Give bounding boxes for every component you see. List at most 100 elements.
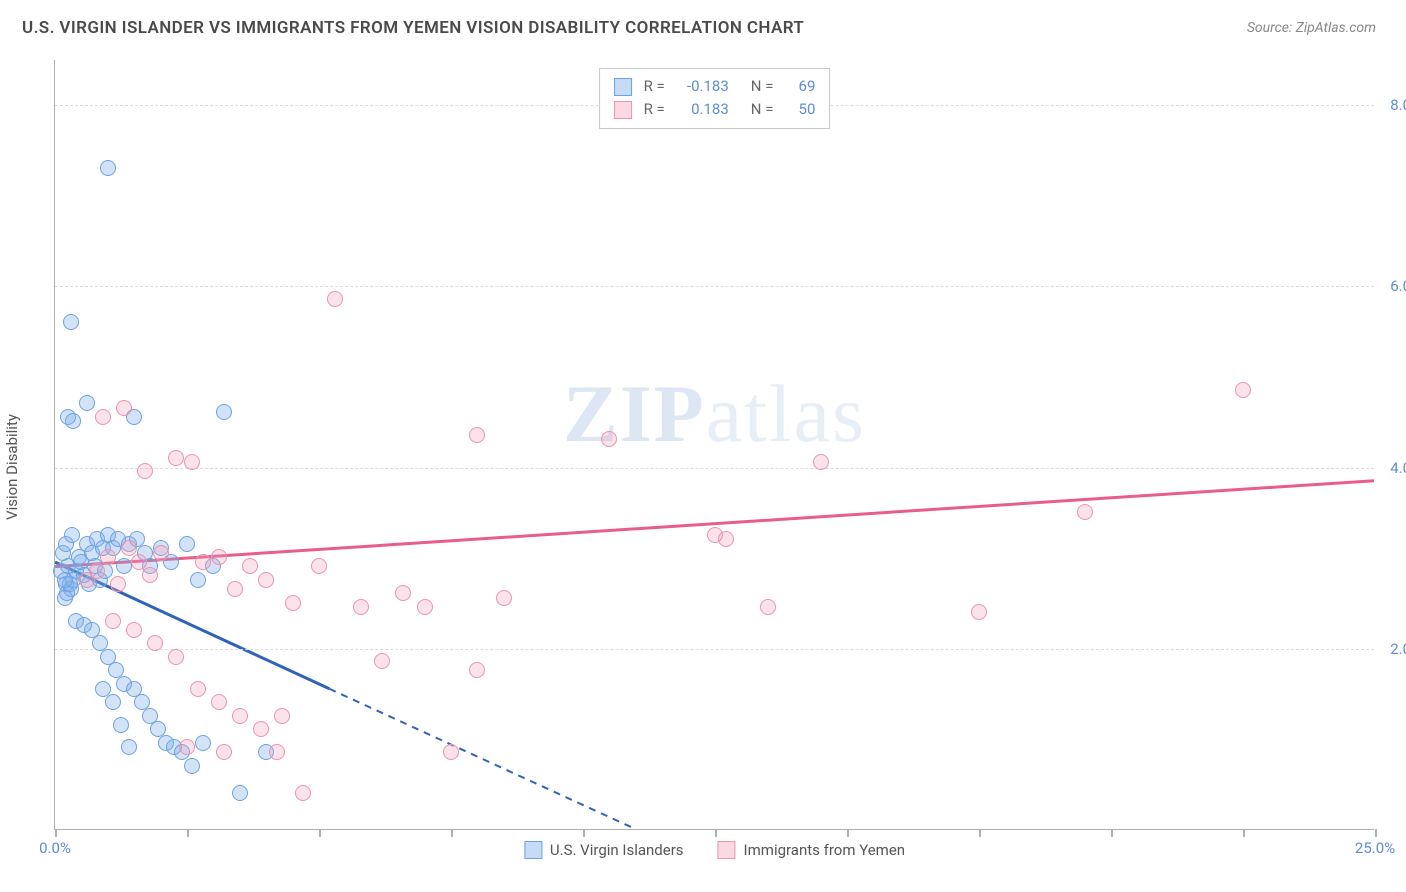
- data-point: [105, 613, 121, 629]
- data-point: [469, 662, 485, 678]
- trend-lines: [55, 60, 1374, 829]
- legend-item: U.S. Virgin Islanders: [524, 841, 684, 859]
- y-tick-label: 2.0%: [1390, 640, 1406, 658]
- data-point: [601, 431, 617, 447]
- legend-label: U.S. Virgin Islanders: [550, 841, 684, 859]
- x-tick: [979, 829, 981, 837]
- stat-row: R = 0.183 N = 50: [614, 98, 816, 121]
- plot-area: ZIPatlas R =-0.183N =69R =0.183N =50 U.S…: [54, 60, 1374, 830]
- data-point: [142, 567, 158, 583]
- stats-legend: R =-0.183N =69R =0.183N =50: [599, 68, 831, 129]
- data-point: [353, 599, 369, 615]
- data-point: [285, 595, 301, 611]
- legend-item: Immigrants from Yemen: [718, 841, 906, 859]
- data-point: [116, 400, 132, 416]
- chart-header: U.S. VIRGIN ISLANDER VS IMMIGRANTS FROM …: [0, 0, 1406, 50]
- data-point: [79, 395, 95, 411]
- data-point: [190, 681, 206, 697]
- data-point: [417, 599, 433, 615]
- data-point: [374, 653, 390, 669]
- legend-swatch: [718, 841, 736, 859]
- legend-swatch: [614, 101, 632, 119]
- r-label: R =: [644, 98, 665, 121]
- x-tick: [187, 829, 189, 837]
- data-point: [131, 554, 147, 570]
- data-point: [105, 694, 121, 710]
- x-tick-label: 0.0%: [39, 839, 71, 857]
- data-point: [216, 744, 232, 760]
- data-point: [137, 463, 153, 479]
- data-point: [57, 572, 73, 588]
- r-value: 0.183: [677, 98, 729, 121]
- series-legend: U.S. Virgin Islanders Immigrants from Yem…: [524, 841, 905, 859]
- data-point: [116, 558, 132, 574]
- n-value: 50: [785, 98, 815, 121]
- data-point: [232, 708, 248, 724]
- x-tick: [1243, 829, 1245, 837]
- data-point: [274, 708, 290, 724]
- data-point: [211, 549, 227, 565]
- gridline: [55, 649, 1374, 650]
- y-axis-label: Vision Disability: [3, 414, 21, 520]
- data-point: [258, 572, 274, 588]
- data-point: [311, 558, 327, 574]
- gridline: [55, 286, 1374, 287]
- n-label: N =: [751, 75, 774, 98]
- data-point: [121, 540, 137, 556]
- chart-source: Source: ZipAtlas.com: [1247, 20, 1376, 36]
- x-tick: [451, 829, 453, 837]
- data-point: [168, 450, 184, 466]
- data-point: [63, 314, 79, 330]
- data-point: [1235, 382, 1251, 398]
- data-point: [95, 681, 111, 697]
- data-point: [100, 549, 116, 565]
- data-point: [179, 739, 195, 755]
- data-point: [195, 735, 211, 751]
- x-tick: [319, 829, 321, 837]
- n-value: 69: [785, 75, 815, 98]
- legend-swatch: [614, 78, 632, 96]
- data-point: [971, 604, 987, 620]
- data-point: [64, 527, 80, 543]
- data-point: [168, 649, 184, 665]
- chart-area: Vision Disability ZIPatlas R =-0.183N =6…: [22, 52, 1382, 882]
- data-point: [121, 739, 137, 755]
- n-label: N =: [751, 98, 774, 121]
- x-tick-label: 25.0%: [1355, 839, 1395, 857]
- data-point: [443, 744, 459, 760]
- data-point: [718, 531, 734, 547]
- data-point: [216, 404, 232, 420]
- y-tick-label: 4.0%: [1390, 459, 1406, 477]
- data-point: [126, 622, 142, 638]
- data-point: [211, 694, 227, 710]
- data-point: [110, 576, 126, 592]
- r-label: R =: [644, 75, 665, 98]
- data-point: [95, 409, 111, 425]
- data-point: [195, 554, 211, 570]
- data-point: [327, 291, 343, 307]
- data-point: [232, 785, 248, 801]
- y-tick-label: 8.0%: [1390, 96, 1406, 114]
- data-point: [253, 721, 269, 737]
- data-point: [100, 160, 116, 176]
- data-point: [269, 744, 285, 760]
- x-tick: [1375, 829, 1377, 837]
- x-tick: [55, 829, 57, 837]
- data-point: [113, 717, 129, 733]
- data-point: [227, 581, 243, 597]
- data-point: [295, 785, 311, 801]
- data-point: [147, 635, 163, 651]
- data-point: [242, 558, 258, 574]
- x-tick: [1111, 829, 1113, 837]
- data-point: [1077, 504, 1093, 520]
- gridline: [55, 468, 1374, 469]
- y-tick-label: 6.0%: [1390, 277, 1406, 295]
- data-point: [813, 454, 829, 470]
- x-tick: [715, 829, 717, 837]
- data-point: [469, 427, 485, 443]
- data-point: [179, 536, 195, 552]
- data-point: [184, 758, 200, 774]
- x-tick: [847, 829, 849, 837]
- data-point: [760, 599, 776, 615]
- chart-title: U.S. VIRGIN ISLANDER VS IMMIGRANTS FROM …: [22, 18, 804, 38]
